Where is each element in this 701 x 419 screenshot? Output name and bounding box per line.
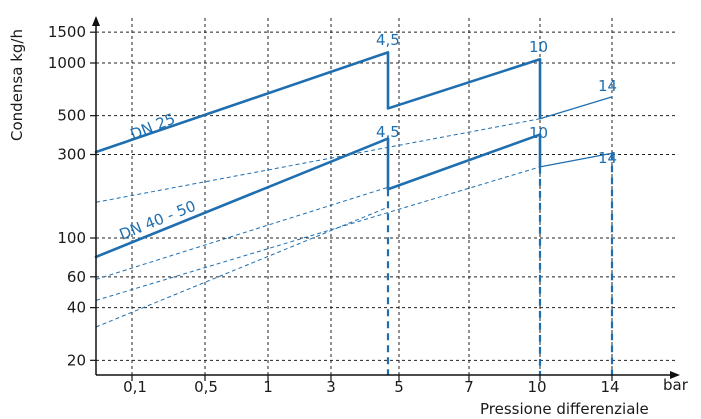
series-upper-segment [94, 51, 390, 154]
x-tick-label: 5 [394, 378, 404, 396]
x-tick-label: 7 [464, 378, 474, 396]
series-lower-segment [539, 152, 613, 168]
dashed-guides [95, 118, 541, 328]
dashed-guide-line [95, 206, 389, 328]
y-tick-label: 100 [57, 229, 86, 247]
y-tick-label: 300 [57, 146, 86, 164]
series-upper-segment [386, 57, 542, 110]
x-tick-label: 10 [527, 378, 546, 396]
y-tick-label: 1000 [48, 54, 86, 72]
label-lower-14: 14 [598, 149, 617, 167]
label-lower-4-5: 4,5 [376, 123, 400, 141]
series-lower-segment [386, 133, 542, 191]
label-lower-10: 10 [529, 124, 548, 142]
x-axis-arrow [670, 371, 680, 379]
series-lower-segment [94, 137, 390, 259]
label-upper-14: 14 [598, 77, 617, 95]
y-axis-arrow [92, 16, 100, 26]
x-axis-title: Pressione differenziale [480, 400, 649, 418]
series-upper-segment [539, 96, 613, 120]
dashed-guide-line [95, 186, 389, 280]
series-lines [94, 51, 614, 375]
y-tick-label: 1500 [48, 23, 86, 41]
label-upper-10: 10 [529, 38, 548, 56]
y-tick-label: 20 [67, 351, 86, 369]
dashed-guide-line [95, 166, 541, 301]
x-tick-label: 0,5 [194, 378, 218, 396]
y-tick-label: 60 [67, 268, 86, 286]
y-tick-label: 40 [67, 299, 86, 317]
x-tick-label: 14 [600, 378, 619, 396]
label-dn25: DN 25 [128, 110, 178, 144]
x-tick-label: 0,1 [123, 378, 147, 396]
axes [90, 16, 680, 381]
y-axis-title: Condensa kg/h [8, 29, 26, 141]
x-tick-label: 1 [263, 378, 273, 396]
x-axis-unit: bar [663, 376, 689, 394]
label-upper-4-5: 4,5 [376, 31, 400, 49]
labels: 20 40 60 100 300 500 1000 1500 0,1 0,5 1 3 5 7 10 14 [48, 23, 620, 396]
x-tick-label: 3 [326, 378, 336, 396]
y-tick-label: 500 [57, 107, 86, 125]
dashed-guide-line [95, 118, 541, 203]
